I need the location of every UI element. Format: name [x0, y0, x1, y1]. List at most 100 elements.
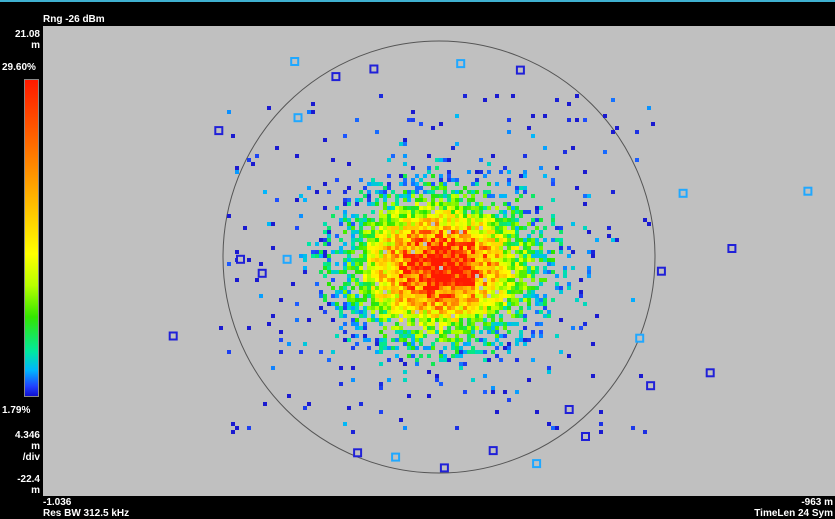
density-cell	[407, 238, 411, 242]
density-cell	[403, 278, 407, 282]
density-cell	[499, 238, 503, 242]
density-cell	[399, 338, 403, 342]
density-cell	[447, 302, 451, 306]
density-cell	[367, 254, 371, 258]
density-cell	[403, 334, 407, 338]
density-cell	[571, 250, 575, 254]
density-cell	[467, 338, 471, 342]
density-cell	[407, 314, 411, 318]
density-cell	[427, 290, 431, 294]
scale-per-div-unit: m	[31, 441, 40, 452]
density-cell	[507, 298, 511, 302]
density-cell	[427, 182, 431, 186]
plot-area[interactable]	[43, 26, 835, 496]
density-cell	[583, 118, 587, 122]
density-cell	[403, 294, 407, 298]
density-cell	[519, 290, 523, 294]
density-cell	[315, 282, 319, 286]
density-cell	[407, 270, 411, 274]
density-cell	[419, 234, 423, 238]
density-cell	[367, 270, 371, 274]
density-cell	[399, 230, 403, 234]
density-cell	[515, 258, 519, 262]
density-cell	[319, 254, 323, 258]
density-cell	[475, 318, 479, 322]
density-cell	[495, 330, 499, 334]
density-cell	[503, 258, 507, 262]
density-cell	[459, 210, 463, 214]
density-cell	[511, 314, 515, 318]
density-cell	[471, 234, 475, 238]
density-cell	[419, 238, 423, 242]
density-cell	[339, 246, 343, 250]
density-cell	[391, 202, 395, 206]
density-cell	[387, 278, 391, 282]
density-cell	[463, 250, 467, 254]
density-cell	[475, 294, 479, 298]
density-cell	[551, 298, 555, 302]
density-cell	[475, 350, 479, 354]
density-cell	[555, 426, 559, 430]
density-cell	[415, 182, 419, 186]
density-cell	[511, 230, 515, 234]
density-cell	[403, 298, 407, 302]
density-cell	[543, 314, 547, 318]
density-cell	[343, 314, 347, 318]
density-cell	[531, 330, 535, 334]
density-cell	[271, 246, 275, 250]
density-cell	[483, 290, 487, 294]
density-cell	[347, 406, 351, 410]
density-cell	[331, 350, 335, 354]
density-cell	[411, 178, 415, 182]
density-cell	[487, 226, 491, 230]
density-cell	[447, 254, 451, 258]
density-cell	[343, 270, 347, 274]
density-cell	[527, 266, 531, 270]
density-cell	[431, 270, 435, 274]
density-cell	[235, 250, 239, 254]
density-cell	[435, 306, 439, 310]
density-cell	[499, 314, 503, 318]
density-cell	[327, 190, 331, 194]
density-cell	[495, 354, 499, 358]
density-cell	[459, 266, 463, 270]
density-cell	[443, 190, 447, 194]
density-cell	[523, 294, 527, 298]
density-cell	[407, 210, 411, 214]
density-cell	[579, 278, 583, 282]
density-cell	[359, 326, 363, 330]
density-cell	[459, 250, 463, 254]
density-cell	[435, 282, 439, 286]
density-cell	[523, 262, 527, 266]
density-cell	[371, 250, 375, 254]
density-cell	[415, 266, 419, 270]
density-cell	[539, 234, 543, 238]
density-cell	[339, 310, 343, 314]
density-cell	[403, 426, 407, 430]
density-cell	[411, 210, 415, 214]
density-cell	[507, 206, 511, 210]
density-cell	[447, 194, 451, 198]
density-cell	[327, 258, 331, 262]
density-cell	[499, 266, 503, 270]
density-cell	[423, 270, 427, 274]
density-cell	[483, 350, 487, 354]
density-cell	[487, 170, 491, 174]
density-cell	[479, 234, 483, 238]
density-cell	[475, 270, 479, 274]
density-cell	[499, 278, 503, 282]
density-cell	[479, 258, 483, 262]
density-cell	[431, 186, 435, 190]
density-cell	[391, 326, 395, 330]
density-cell	[551, 270, 555, 274]
density-cell	[367, 290, 371, 294]
density-cell	[379, 246, 383, 250]
density-cell	[511, 322, 515, 326]
density-cell	[479, 222, 483, 226]
density-cell	[307, 402, 311, 406]
density-cell	[435, 262, 439, 266]
scale-per-div-value: 4.346	[14, 430, 40, 441]
density-cell	[355, 334, 359, 338]
density-cell	[487, 290, 491, 294]
density-cell	[499, 222, 503, 226]
